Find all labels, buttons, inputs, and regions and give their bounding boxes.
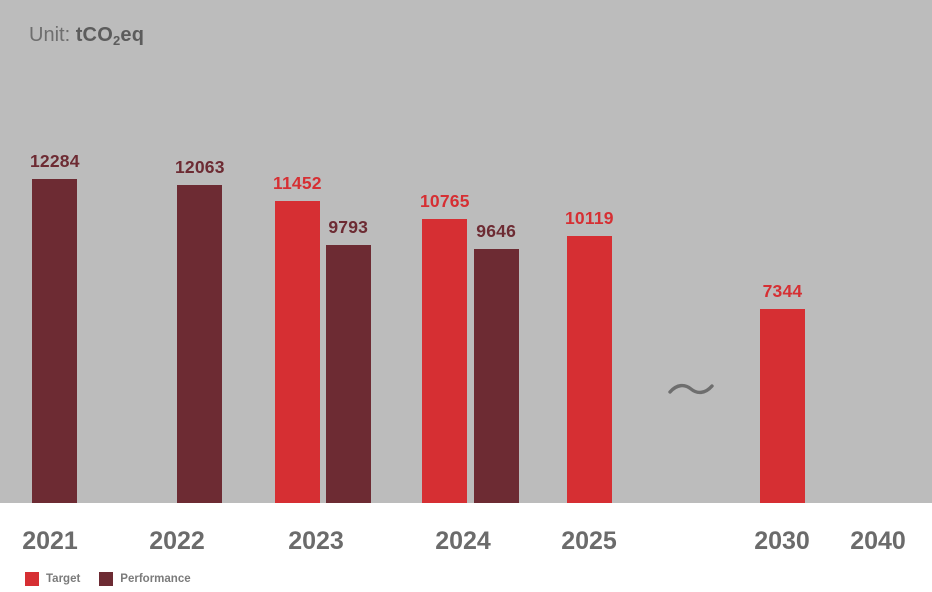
bar-rect [760,309,805,503]
bar-2022-performance: 12063 [175,156,225,503]
bar-rect [325,245,371,503]
x-axis-label-2030: 2030 [754,527,810,555]
unit-value: tCO2eq [75,24,145,48]
bar-rect [177,185,223,503]
x-axis: 2021 2022 2023 2024 2025 2030 2040 Target Perfo… [0,503,932,592]
bar-group-2021: 12284 [30,150,80,503]
bar-value-label: 9793 [328,216,369,237]
bar-rect [566,236,612,503]
bar-2024-performance: 9646 [473,220,519,503]
legend-item-performance: Performance [99,572,191,586]
bar-group-2030: 7344 [760,280,805,503]
bar-rect [274,201,320,503]
x-axis-label-2024: 2024 [435,527,491,555]
legend: Target Performance [25,572,191,586]
bar-2023-performance: 9793 [325,216,371,503]
x-axis-label-2023: 2023 [288,527,344,555]
bar-group-2023: 11452 9793 [273,172,371,503]
bar-value-label: 10119 [565,207,614,228]
bar-rect [422,219,468,503]
x-axis-label-2022: 2022 [149,527,205,555]
bar-2024-target: 10765 [420,190,470,503]
bar-2030-target: 7344 [760,280,805,503]
bar-value-label: 12284 [30,150,80,171]
bar-group-2022: 12063 [175,156,225,503]
x-axis-label-2040: 2040 [850,527,906,555]
bar-rect [32,179,78,503]
legend-label: Performance [120,573,191,585]
legend-swatch-icon [99,572,114,586]
axis-break-icon [668,383,714,395]
bar-rect [473,249,519,503]
plot-area: Unit: tCO2eq 12284 12063 11452 9793 10765 964… [0,0,932,503]
unit-label: Unit: tCO2eq [29,24,144,48]
bar-value-label: 10765 [420,190,470,211]
legend-swatch-icon [25,572,39,586]
bar-value-label: 12063 [175,156,225,177]
bar-group-2024: 10765 9646 [420,190,519,503]
bar-value-label: 11452 [273,172,322,193]
legend-label: Target [46,573,81,585]
bar-2021-performance: 12284 [30,150,80,503]
bar-2023-target: 11452 [273,172,322,503]
legend-item-target: Target [25,572,80,586]
unit-prefix: Unit: [29,24,71,46]
x-axis-label-2021: 2021 [22,527,78,555]
x-axis-label-2025: 2025 [561,527,617,555]
bar-value-label: 7344 [762,280,803,301]
bar-group-2025: 10119 [565,207,614,503]
bar-value-label: 9646 [476,220,517,241]
bar-2025-target: 10119 [565,207,614,503]
